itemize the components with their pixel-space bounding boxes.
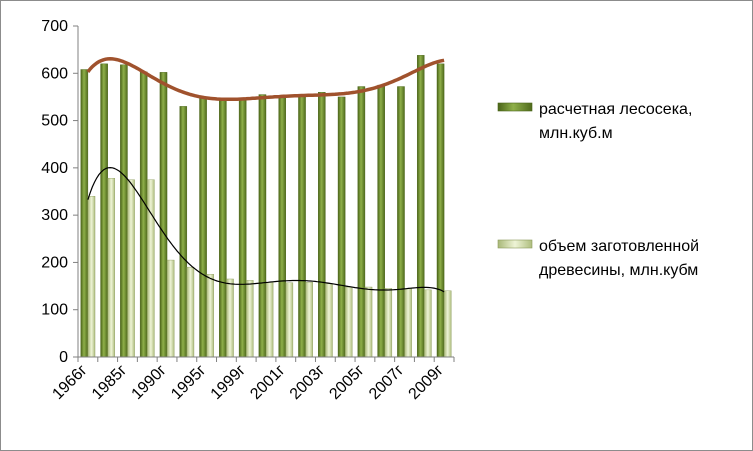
- bar-lesoseka: [357, 86, 366, 358]
- x-tick-label: 1999г: [208, 362, 249, 403]
- bar-zagotovka: [404, 288, 412, 358]
- x-tick-label: 1985г: [89, 362, 130, 403]
- y-tick-label: 200: [41, 254, 68, 271]
- x-tick-label: 1990г: [129, 362, 170, 403]
- bar-zagotovka: [107, 178, 116, 358]
- y-tick-label: 600: [41, 65, 68, 82]
- x-tick-label: 2001г: [247, 362, 288, 403]
- bar-lesoseka: [80, 69, 89, 358]
- y-tick-label: 100: [41, 302, 68, 319]
- x-tick-label: 1966г: [49, 362, 90, 403]
- bar-lesoseka: [100, 63, 108, 358]
- y-tick-label: 400: [41, 160, 68, 177]
- bar-lesoseka: [199, 97, 207, 358]
- legend-label-lesoseka-line1: расчетная лесосека,: [539, 101, 692, 118]
- bar-lesoseka: [436, 63, 445, 358]
- bar-zagotovka: [265, 282, 274, 358]
- x-tick-label: 2009г: [406, 362, 447, 403]
- bar-zagotovka: [344, 286, 353, 358]
- bar-lesoseka: [120, 64, 128, 358]
- trendline-lesoseka: [86, 57, 445, 102]
- bar-lesoseka: [397, 86, 405, 358]
- bar-lesoseka: [278, 97, 286, 358]
- bar-zagotovka: [305, 282, 313, 358]
- x-tick-label: 2003г: [287, 362, 328, 403]
- bar-lesoseka: [337, 96, 346, 358]
- bar-zagotovka: [127, 179, 135, 358]
- x-tick-label: 2005г: [326, 362, 367, 403]
- bar-zagotovka: [285, 282, 294, 358]
- bar-zagotovka: [186, 266, 195, 358]
- y-tick-label: 500: [41, 113, 68, 130]
- bar-lesoseka: [179, 106, 188, 358]
- legend-label-lesoseka-line2: млн.куб.м: [539, 125, 613, 142]
- bar-zagotovka: [325, 283, 333, 358]
- legend-label-zagotovka-line2: древесины, млн.кубм: [539, 262, 698, 279]
- bar-zagotovka: [87, 196, 96, 358]
- bar-lesoseka: [318, 91, 326, 358]
- y-tick-label: 700: [41, 18, 68, 35]
- bar-lesoseka: [238, 99, 247, 358]
- legend-swatch-lesoseka: [497, 102, 533, 112]
- bar-zagotovka: [147, 179, 155, 358]
- bar-lesoseka: [159, 72, 168, 358]
- bar-zagotovka: [364, 286, 373, 358]
- legend-label-zagotovka-line1: объем заготовленной: [539, 238, 699, 255]
- bar-zagotovka: [206, 274, 214, 358]
- bar-lesoseka: [219, 99, 227, 358]
- bar-zagotovka: [424, 289, 432, 358]
- bar-zagotovka: [246, 280, 254, 358]
- bar-lesoseka: [416, 55, 425, 358]
- x-tick-label: 2007г: [366, 362, 407, 403]
- bar-lesoseka: [139, 71, 148, 358]
- bar-zagotovka: [443, 290, 452, 358]
- y-tick-label: 300: [41, 207, 68, 224]
- bar-lesoseka: [377, 84, 385, 358]
- bar-zagotovka: [166, 259, 175, 358]
- bar-lesoseka: [258, 94, 267, 358]
- y-tick-label: 0: [59, 349, 68, 366]
- bar-zagotovka: [384, 288, 393, 358]
- legend-swatch-zagotovka: [497, 239, 533, 249]
- x-tick-label: 1995г: [168, 362, 209, 403]
- legend: расчетная лесосека, млн.куб.м объем заго…: [497, 101, 699, 279]
- bar-zagotovka: [226, 278, 234, 358]
- trendline-zagotovka: [87, 167, 445, 293]
- bar-lesoseka: [298, 94, 306, 358]
